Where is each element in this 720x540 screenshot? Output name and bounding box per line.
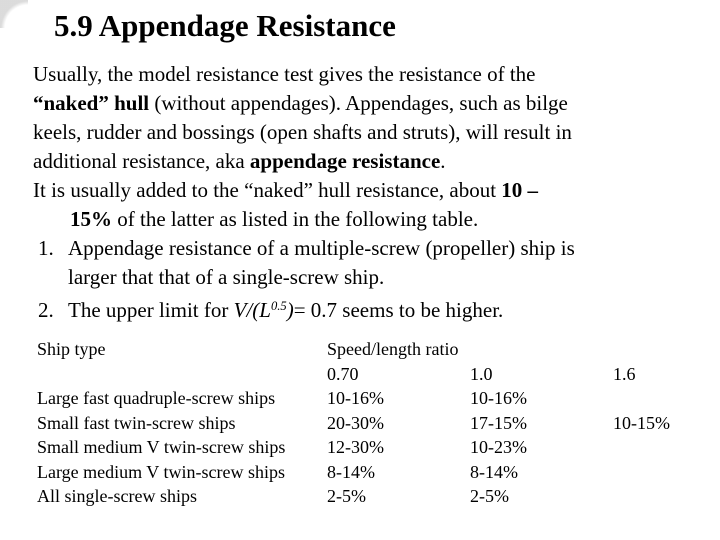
cell-value-070: 12-30% [327,437,384,457]
cell-value-070: 2-5% [327,486,366,506]
subheader-16: 1.6 [613,363,636,384]
list-number: 1. [38,236,54,260]
col-header-speed-length-ratio: Speed/length ratio [327,339,459,359]
cell-value-16: 10-15% [613,412,670,433]
cell-value-10: 10-16% [470,388,527,408]
body-line-numbered: 2. The upper limit for V/(L0.5)= 0.7 seem… [33,292,693,325]
body-line: 15% of the latter as listed in the follo… [70,207,479,231]
table-row: All single-screw ships 2-5% 2-5% [37,484,670,509]
cell-ship-type: All single-screw ships [37,486,197,506]
table-header-row: Ship type Speed/length ratio [37,337,670,362]
list-item-text: The upper limit for V/(L0.5)= 0.7 seems … [68,298,504,322]
cell-ship-type: Small fast twin-screw ships [37,412,236,433]
table-row: Small fast twin-screw ships 20-30% 17-15… [37,411,670,436]
cell-value-10: 2-5% [470,486,509,506]
table-row: Small medium V twin-screw ships 12-30% 1… [37,435,670,460]
subheader-10: 1.0 [470,363,493,384]
cell-ship-type: Small medium V twin-screw ships [37,437,286,457]
subheader-spacer [37,362,327,387]
body-line: It is usually added to the “naked” hull … [33,178,539,202]
body-line: “naked” hull (without appendages). Appen… [33,91,568,115]
cell-ship-type: Large medium V twin-screw ships [37,461,285,482]
body-line: additional resistance, aka appendage res… [33,149,446,173]
list-item-text: Appendage resistance of a multiple-screw… [68,236,575,260]
body-line: keels, rudder and bossings (open shafts … [33,120,572,144]
table-row: Large fast quadruple-screw ships 10-16% … [37,386,670,411]
body-line: Usually, the model resistance test gives… [33,62,536,86]
cell-value-070: 8-14% [327,461,375,482]
cell-value-10: 10-23% [470,437,527,457]
slide-corner-shade [0,0,28,28]
body-line: larger that that of a single-screw ship. [68,265,385,289]
cell-ship-type: Large fast quadruple-screw ships [37,388,276,408]
cell-value-10: 17-15% [470,412,527,433]
cell-value-070: 20-30% [327,412,384,433]
body-text: Usually, the model resistance test gives… [33,60,693,325]
page-title: 5.9 Appendage Resistance [54,8,396,43]
appendage-resistance-table: Ship type Speed/length ratio 0.70 1.0 1.… [37,337,670,509]
table-subheader-row: 0.70 1.0 1.6 [37,362,670,387]
cell-value-070: 10-16% [327,388,384,408]
table-row: Large medium V twin-screw ships 8-14% 8-… [37,460,670,485]
body-line-numbered: 1. Appendage resistance of a multiple-scr… [33,234,693,263]
cell-value-10: 8-14% [470,461,518,482]
subheader-070: 0.70 [327,363,359,384]
col-header-ship-type: Ship type [37,339,106,359]
list-number: 2. [38,298,54,322]
